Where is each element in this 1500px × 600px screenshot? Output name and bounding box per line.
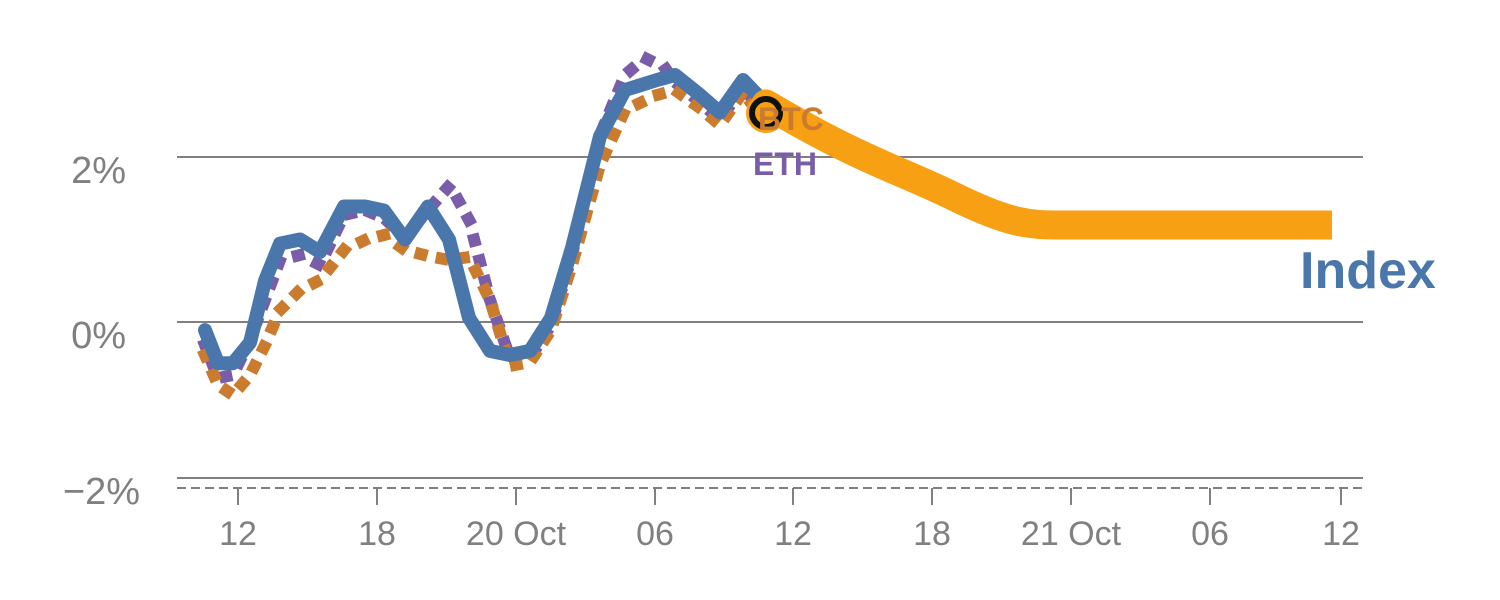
svg-text:18: 18 xyxy=(358,515,396,553)
svg-text:2%: 2% xyxy=(71,150,126,192)
svg-text:−2%: −2% xyxy=(63,471,140,513)
svg-text:12: 12 xyxy=(774,515,812,553)
svg-text:0%: 0% xyxy=(71,315,126,357)
svg-text:12: 12 xyxy=(1322,515,1360,553)
svg-text:06: 06 xyxy=(636,515,674,553)
svg-text:21 Oct: 21 Oct xyxy=(1021,515,1122,553)
svg-text:BTC: BTC xyxy=(758,101,824,137)
svg-text:20 Oct: 20 Oct xyxy=(466,515,567,553)
svg-text:Index: Index xyxy=(1300,242,1436,300)
svg-text:18: 18 xyxy=(913,515,951,553)
svg-text:ETH: ETH xyxy=(753,146,817,182)
svg-text:06: 06 xyxy=(1191,515,1229,553)
svg-text:12: 12 xyxy=(219,515,257,553)
